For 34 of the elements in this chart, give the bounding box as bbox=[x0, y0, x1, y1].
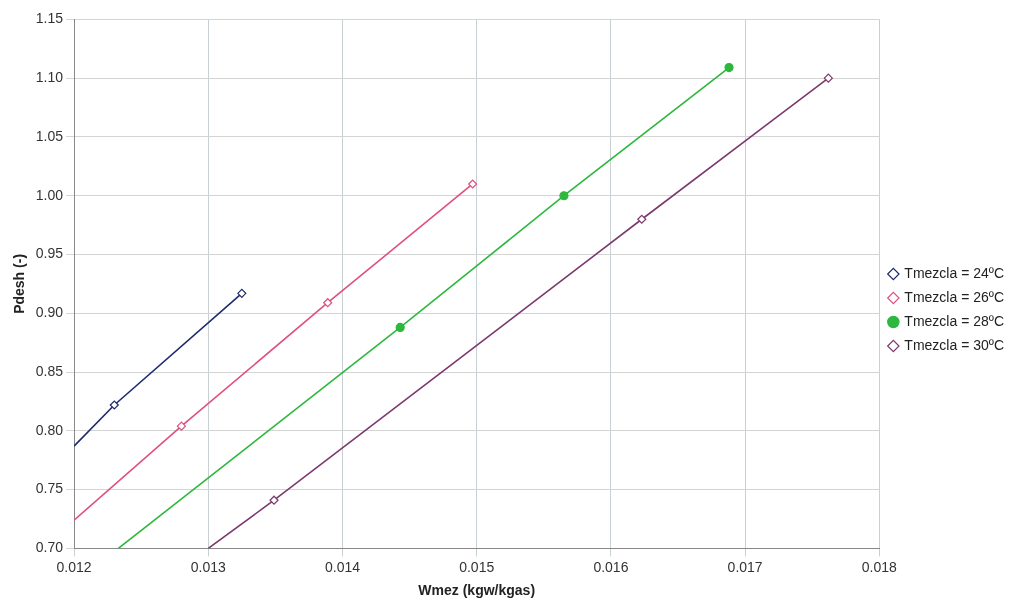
y-tick-label: 0.70 bbox=[35, 539, 64, 556]
point bbox=[468, 179, 478, 189]
legend-label: Tmezcla = 24ºC bbox=[904, 264, 1005, 281]
point bbox=[323, 298, 333, 308]
y-tick-label: 0.95 bbox=[35, 245, 64, 262]
y-tick-label: 0.75 bbox=[35, 480, 64, 497]
y-tick-label: 0.80 bbox=[35, 421, 64, 438]
y-tick-label: 0.85 bbox=[35, 362, 64, 379]
x-tick-label: 0.018 bbox=[861, 558, 898, 575]
point bbox=[823, 73, 833, 83]
legend-label: Tmezcla = 30ºC bbox=[904, 336, 1005, 353]
point bbox=[237, 288, 247, 298]
y-tick-label: 1.00 bbox=[35, 186, 64, 203]
x-axis-title: Wmez (kgw/kgas) bbox=[418, 582, 536, 599]
point bbox=[395, 322, 405, 332]
x-tick-label: 0.013 bbox=[190, 558, 226, 575]
point bbox=[109, 400, 119, 410]
x-tick-label: 0.014 bbox=[324, 558, 361, 575]
y-tick-label: 1.05 bbox=[35, 127, 64, 144]
point bbox=[269, 495, 279, 505]
legend-label: Tmezcla = 28ºC bbox=[904, 312, 1005, 329]
point bbox=[637, 214, 647, 224]
x-tick-label: 0.012 bbox=[56, 558, 92, 575]
y-tick-label: 1.15 bbox=[35, 10, 64, 27]
legend-label: Tmezcla = 26ºC bbox=[904, 288, 1005, 305]
x-tick-label: 0.017 bbox=[727, 558, 763, 575]
y-tick-label: 1.10 bbox=[35, 69, 64, 86]
point bbox=[724, 63, 734, 73]
point bbox=[559, 191, 569, 201]
x-tick-label: 0.015 bbox=[459, 558, 495, 575]
y-axis-title: Pdesh (-) bbox=[11, 253, 28, 314]
point bbox=[176, 421, 187, 431]
x-tick-label: 0.016 bbox=[593, 558, 629, 575]
y-tick-label: 0.90 bbox=[35, 304, 64, 321]
